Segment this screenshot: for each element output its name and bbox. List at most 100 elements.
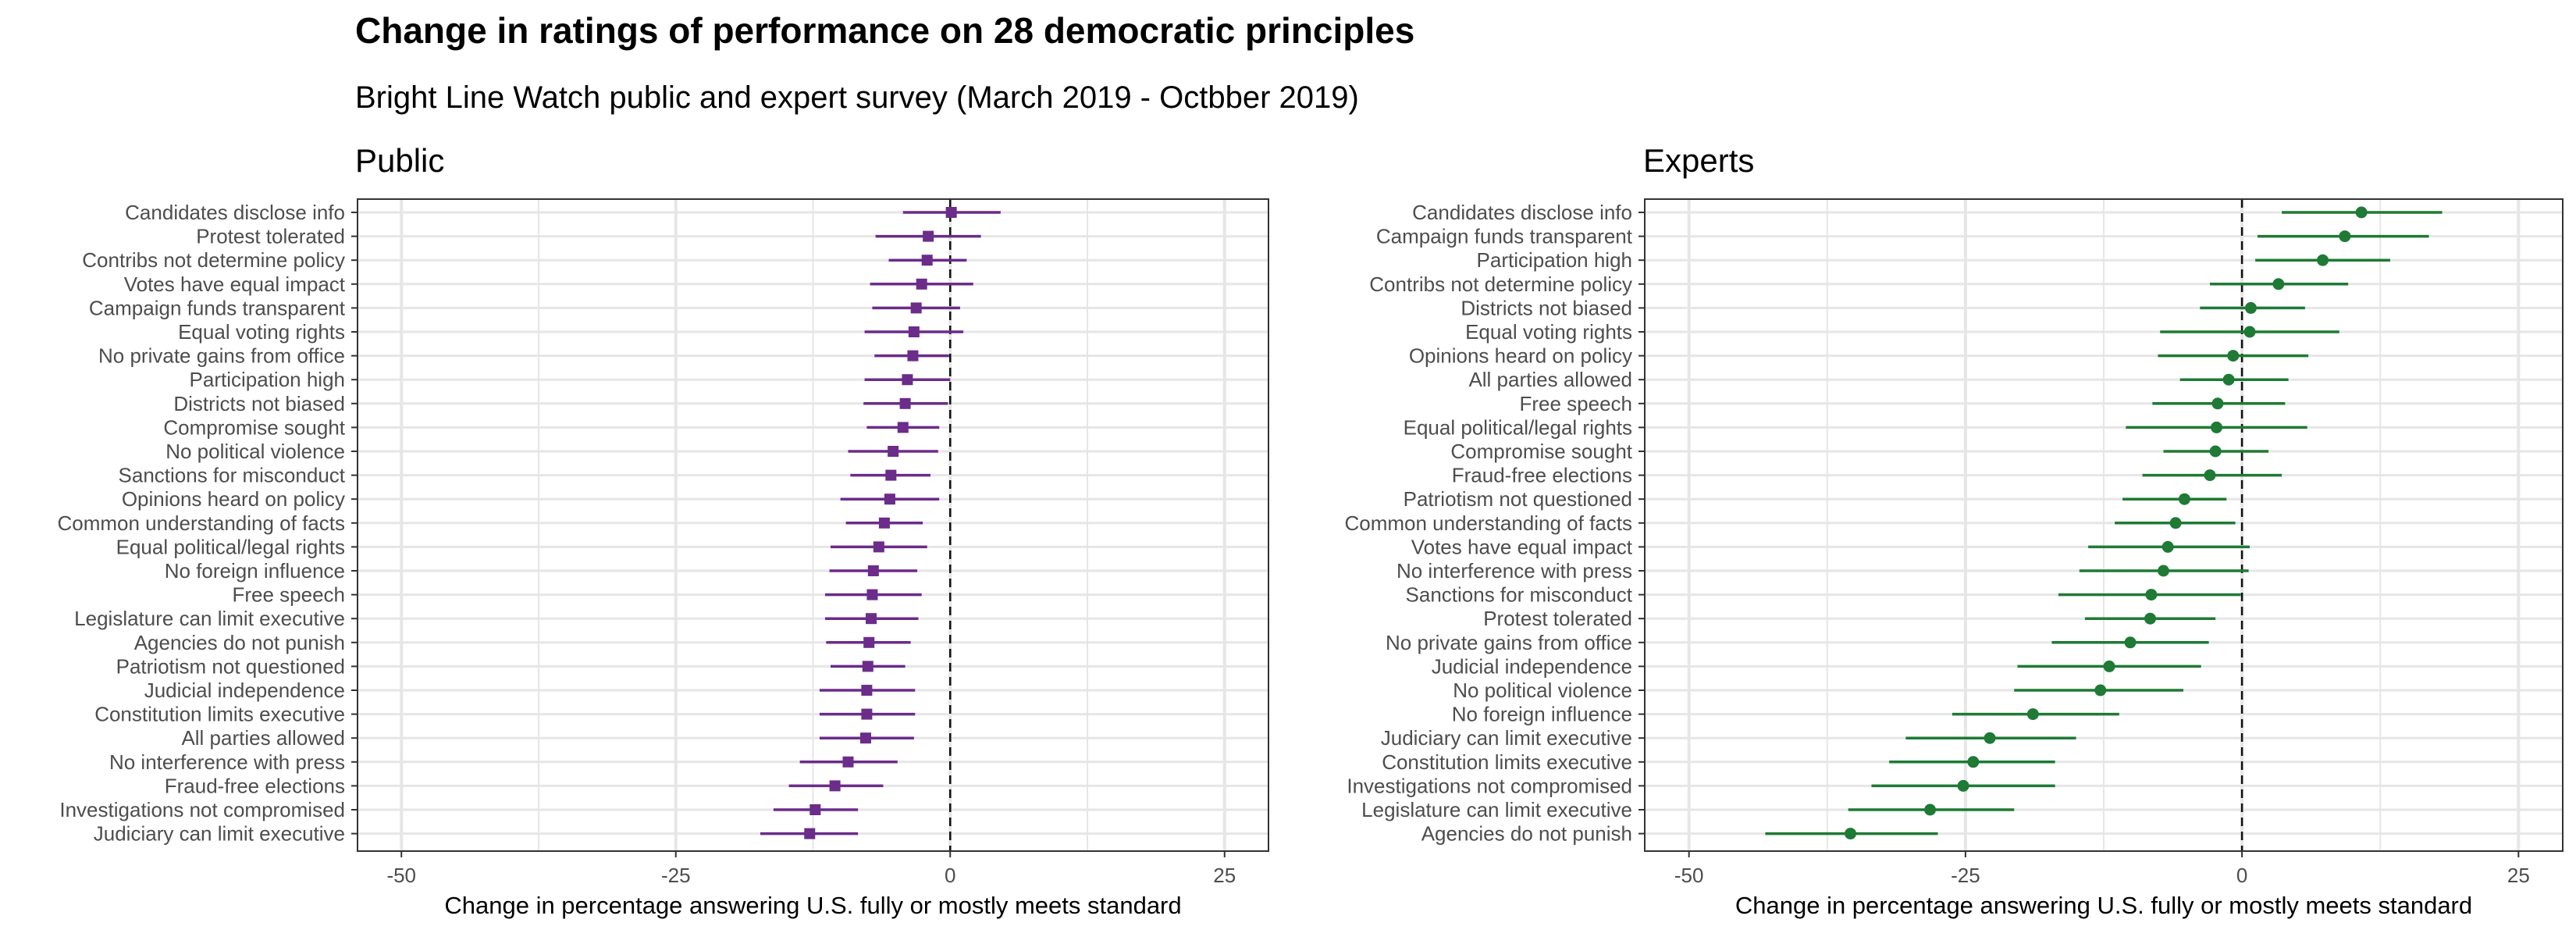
data-point [2158, 565, 2170, 577]
data-point [2145, 589, 2158, 601]
data-point [910, 302, 922, 314]
data-point [945, 207, 957, 218]
y-tick-label: No foreign influence [1452, 703, 1632, 726]
data-point [1845, 828, 1857, 840]
y-tick-label: Equal political/legal rights [1404, 415, 1632, 439]
data-point [2124, 636, 2137, 649]
y-tick-label: No interference with press [1397, 559, 1632, 583]
panel-border [1644, 198, 2564, 852]
data-point [885, 469, 897, 481]
y-tick-label: Patriotism not questioned [116, 654, 345, 678]
y-tick-label: Candidates disclose info [1412, 201, 1632, 224]
x-tick-label: 0 [2236, 864, 2247, 887]
x-tick-label: -25 [1951, 864, 1980, 887]
chart-subtitle: Bright Line Watch public and expert surv… [355, 80, 1359, 115]
y-tick-label: Equal voting rights [178, 320, 345, 344]
y-tick-label: Districts not biased [173, 392, 345, 415]
y-tick-label: Opinions heard on policy [1409, 344, 1632, 368]
y-tick-label: Protest tolerated [1483, 607, 1632, 630]
y-tick-label: Patriotism not questioned [1404, 487, 1632, 511]
x-axis-label: Change in percentage answering U.S. full… [444, 892, 1181, 919]
data-point [2026, 708, 2039, 721]
y-tick-label: Judiciary can limit executive [94, 822, 345, 846]
x-tick-label: 25 [2507, 864, 2530, 887]
y-tick-label: All parties allowed [181, 726, 345, 750]
data-point [878, 517, 890, 529]
panel-title: Experts [1643, 142, 1754, 179]
chart-title: Change in ratings of performance on 28 d… [355, 10, 1414, 51]
y-tick-label: Investigations not compromised [59, 798, 345, 821]
y-tick-label: Fraud-free elections [1452, 464, 1632, 487]
x-tick-label: -50 [386, 864, 416, 887]
y-tick-label: Compromise sought [1450, 440, 1632, 463]
data-point [2103, 660, 2115, 672]
data-point [907, 350, 919, 362]
y-tick-label: Participation high [190, 368, 345, 391]
data-point [2161, 540, 2174, 553]
x-tick-label: 0 [945, 864, 955, 887]
data-point [2227, 350, 2240, 362]
y-tick-label: No private gains from office [98, 344, 345, 368]
data-point [884, 493, 895, 505]
y-tick-label: Campaign funds transparent [1376, 225, 1633, 248]
panel-experts: Experts Candidates disclose infoCampaign … [1344, 142, 2564, 919]
data-point [842, 756, 854, 768]
data-point [1924, 803, 1937, 816]
data-point [2244, 301, 2257, 314]
data-point [867, 565, 879, 576]
y-tick-label: Equal political/legal rights [116, 535, 345, 558]
data-point [2204, 469, 2216, 482]
x-axis-label: Change in percentage answering U.S. full… [1735, 892, 2472, 919]
panel-border [357, 198, 1269, 852]
x-tick-label: -50 [1674, 864, 1704, 887]
y-tick-label: Campaign funds transparent [89, 296, 346, 319]
data-point [2094, 684, 2107, 697]
data-point [859, 732, 871, 744]
y-tick-label: Candidates disclose info [125, 201, 345, 224]
data-point [873, 541, 884, 553]
data-point [2355, 206, 2368, 219]
y-tick-label: Districts not biased [1461, 296, 1632, 319]
y-tick-label: All parties allowed [1468, 368, 1632, 391]
data-point [866, 613, 877, 625]
y-tick-label: Agencies do not punish [134, 631, 345, 654]
x-tick-label: -25 [661, 864, 691, 887]
data-point [916, 278, 927, 290]
y-tick-label: Equal voting rights [1465, 320, 1632, 344]
data-point [908, 326, 920, 337]
x-tick-label: 25 [1213, 864, 1236, 887]
y-tick-label: No private gains from office [1386, 631, 1632, 654]
y-tick-label: Free speech [232, 583, 345, 607]
data-point [923, 230, 934, 242]
data-point [863, 636, 875, 648]
data-point [2272, 278, 2285, 290]
data-point [804, 828, 816, 839]
data-point [888, 446, 899, 457]
y-tick-label: Legislature can limit executive [74, 607, 345, 630]
y-tick-label: No political violence [1453, 679, 1632, 702]
data-point [1957, 779, 1969, 792]
y-tick-label: Compromise sought [163, 415, 345, 439]
y-tick-label: Common understanding of facts [1344, 511, 1632, 535]
data-point [2211, 397, 2224, 410]
y-tick-label: Judicial independence [144, 679, 345, 702]
y-tick-label: No political violence [165, 440, 345, 463]
y-tick-label: Votes have equal impact [1411, 535, 1633, 558]
data-point [897, 422, 909, 433]
data-point [809, 804, 821, 815]
y-tick-label: No foreign influence [165, 559, 345, 583]
y-tick-label: Sanctions for misconduct [119, 464, 346, 487]
panel-title: Public [355, 142, 444, 179]
data-point [2169, 517, 2182, 529]
data-point [2317, 254, 2329, 266]
data-point [2178, 493, 2190, 505]
y-tick-label: Legislature can limit executive [1361, 798, 1632, 821]
y-tick-label: Investigations not compromised [1347, 774, 1632, 797]
y-tick-label: Participation high [1477, 248, 1632, 272]
y-tick-label: Contribs not determine policy [1369, 273, 1632, 296]
data-point [1967, 756, 1980, 768]
y-tick-label: No interference with press [109, 750, 345, 774]
data-point [2211, 421, 2223, 433]
y-tick-label: Free speech [1519, 392, 1632, 415]
